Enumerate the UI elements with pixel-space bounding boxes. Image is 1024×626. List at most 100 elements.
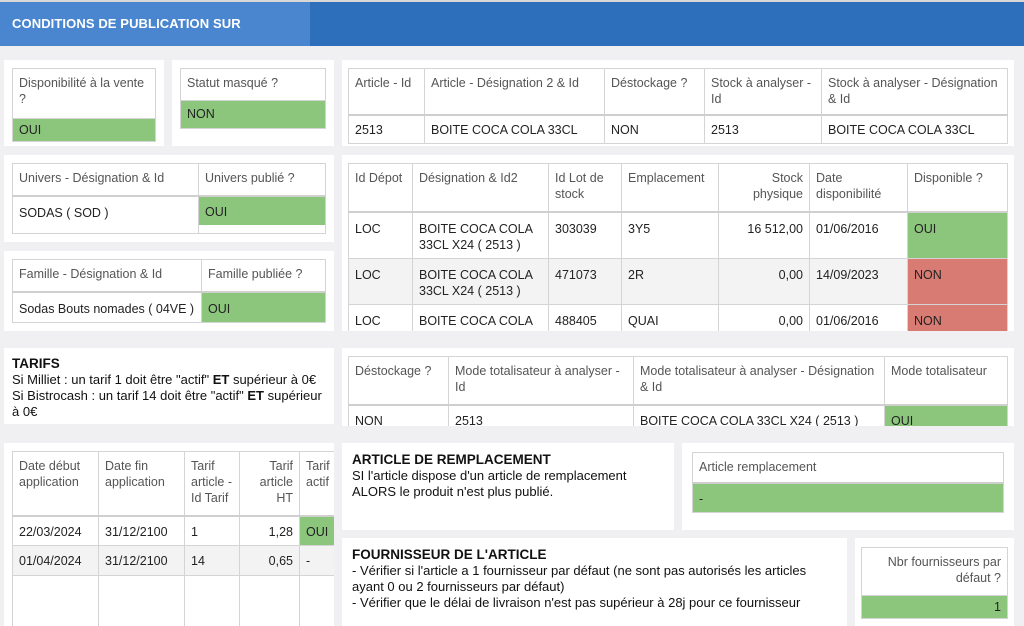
totalisateur-cell: BOITE COCA COLA 33CL X24 ( 2513 ) — [633, 404, 885, 426]
tarif-row-empty — [12, 575, 334, 626]
tarif-cell: 1,28 — [239, 515, 300, 546]
tarif-actif: OUI — [299, 515, 334, 546]
article-cell: BOITE COCA COLA 33CL — [424, 114, 605, 144]
tarif-col-header: Tarif article - Id Tarif — [184, 451, 240, 517]
depot-col-header: Id Dépot — [348, 163, 413, 213]
tarif-cell-empty — [12, 575, 99, 626]
tarifs-rule-milliet: Si Milliet : un tarif 1 doit être "actif… — [12, 372, 326, 388]
totalisateur-col-header: Déstockage ? — [348, 356, 449, 406]
tarifs-rule-text: supérieur à 0€ — [229, 372, 317, 387]
totalisateur-cell: NON — [348, 404, 449, 426]
remplacement-value: - — [692, 482, 1004, 513]
totalisateur-col-header: Mode totalisateur à analyser - Id — [448, 356, 634, 406]
tarifs-rule-bistrocash: Si Bistrocash : un tarif 14 doit être "a… — [12, 388, 326, 420]
tarif-cell-empty — [184, 575, 240, 626]
remplacement-table: Article remplacement - — [692, 452, 1004, 513]
tarif-col-header: Tarif article HT — [239, 451, 300, 517]
tarif-cell: 14 — [184, 545, 240, 576]
depot-cell: BOITE COCA COLA 33CL X24 ( 2513 ) — [412, 257, 549, 305]
dispo-header: Disponibilité à la vente ? — [12, 68, 156, 119]
depot-row: LOC BOITE COCA COLA 33CL X24 ( 2513 ) 47… — [348, 257, 1008, 305]
tarif-col-header: Tarif actif — [299, 451, 334, 517]
article-col-header: Article - Id — [348, 68, 425, 116]
depot-col-header: Disponible ? — [907, 163, 1008, 213]
article-table: Article - Id Article - Désignation 2 & I… — [348, 68, 1008, 144]
depot-cell: 01/06/2016 — [809, 303, 908, 331]
tarifs-rule-and: ET — [212, 372, 230, 387]
depot-table: Id Dépot Désignation & Id2 Id Lot de sto… — [348, 163, 1008, 331]
depot-cell: 471073 — [548, 257, 622, 305]
tarif-cell-empty — [239, 575, 300, 626]
tarif-cell: 31/12/2100 — [98, 545, 185, 576]
depot-cell: 16 512,00 — [718, 211, 810, 259]
depot-cell: 2R — [621, 257, 719, 305]
depot-card: Id Dépot Désignation & Id2 Id Lot de sto… — [342, 155, 1014, 331]
tarifs-title: TARIFS — [12, 356, 60, 371]
univers-publie: OUI — [198, 195, 326, 234]
fournisseur-title: FOURNISSEUR DE L'ARTICLE — [352, 547, 547, 562]
depot-cell: LOC — [348, 257, 413, 305]
univers-card: Univers - Désignation & Id Univers publi… — [4, 155, 334, 242]
depot-cell: 01/06/2016 — [809, 211, 908, 259]
univers-header-designation: Univers - Désignation & Id — [12, 163, 199, 197]
article-cell: 2513 — [348, 114, 425, 144]
tarifs-rule-text: Si Bistrocash : un tarif 14 doit être "a… — [12, 388, 248, 403]
tarif-cell-empty — [98, 575, 185, 626]
article-col-header: Article - Désignation 2 & Id — [424, 68, 605, 116]
statut-value: NON — [180, 100, 326, 129]
totalisateur-col-header: Mode totalisateur — [884, 356, 1008, 406]
article-cell: 2513 — [704, 114, 822, 144]
depot-col-header: Date disponibilité — [809, 163, 908, 213]
fournisseur-rule-delai: - Vérifier que le délai de livraison n'e… — [352, 595, 801, 610]
depot-cell: LOC — [348, 211, 413, 259]
depot-disponible: OUI — [907, 211, 1008, 259]
depot-cell: 488405 — [548, 303, 622, 331]
tarif-cell: 31/12/2100 — [98, 515, 185, 546]
depot-cell: 0,00 — [718, 303, 810, 331]
univers-designation: SODAS ( SOD ) — [12, 195, 199, 234]
fournisseur-rule-defaut: - Vérifier si l'article a 1 fournisseur … — [352, 563, 807, 594]
tarif-row: 01/04/2024 31/12/2100 14 0,65 - — [12, 545, 334, 576]
tarif-row: 22/03/2024 31/12/2100 1 1,28 OUI — [12, 515, 334, 546]
tarifs-rule-text: Si Milliet : un tarif 1 doit être "actif… — [12, 372, 213, 387]
famille-header-publie: Famille publiée ? — [201, 259, 326, 293]
totalisateur-cell: 2513 — [448, 404, 634, 426]
article-cell: BOITE COCA COLA 33CL — [821, 114, 1008, 144]
depot-cell: BOITE COCA COLA 33CL X24 ( 2513 ) — [412, 211, 549, 259]
totalisateur-card: Déstockage ? Mode totalisateur à analyse… — [342, 348, 1014, 426]
tarifs-card: TARIFS Si Milliet : un tarif 1 doit être… — [4, 348, 334, 424]
tarif-cell: 0,65 — [239, 545, 300, 576]
univers-table: Univers - Désignation & Id Univers publi… — [12, 163, 326, 234]
remplacement-text-si: SI l'article dispose d'un article de rem… — [352, 468, 627, 483]
tarif-col-header: Date fin application — [98, 451, 185, 517]
remplacement-value-card: Article remplacement - — [682, 443, 1014, 530]
depot-col-header: Id Lot de stock — [548, 163, 622, 213]
depot-cell: 14/09/2023 — [809, 257, 908, 305]
depot-col-header: Désignation & Id2 — [412, 163, 549, 213]
fournisseur-count-table: Nbr fournisseurs par défaut ? 1 — [861, 547, 1008, 619]
article-cell: NON — [604, 114, 705, 144]
depot-cell: QUAI — [621, 303, 719, 331]
tarif-cell-empty — [299, 575, 334, 626]
depot-cell: 0,00 — [718, 257, 810, 305]
famille-table: Famille - Désignation & Id Famille publi… — [12, 259, 326, 323]
tarif-col-header: Date début application — [12, 451, 99, 517]
totalisateur-table: Déstockage ? Mode totalisateur à analyse… — [348, 356, 1008, 426]
depot-disponible: NON — [907, 257, 1008, 305]
article-card: Article - Id Article - Désignation 2 & I… — [342, 60, 1014, 146]
statut-card: Statut masqué ? NON — [172, 60, 334, 146]
depot-row: LOC BOITE COCA COLA 488405 QUAI 0,00 01/… — [348, 303, 1008, 331]
article-col-header: Déstockage ? — [604, 68, 705, 116]
fournisseur-card: FOURNISSEUR DE L'ARTICLE - Vérifier si l… — [342, 538, 847, 626]
depot-cell: 303039 — [548, 211, 622, 259]
tarif-table-card: Date début application Date fin applicat… — [4, 443, 334, 626]
remplacement-header: Article remplacement — [692, 452, 1004, 484]
tarif-cell: 01/04/2024 — [12, 545, 99, 576]
dispo-value: OUI — [12, 118, 156, 142]
tarifs-rule-and: ET — [247, 388, 265, 403]
totalisateur-col-header: Mode totalisateur à analyser - Désignati… — [633, 356, 885, 406]
fournisseur-count-value: 1 — [861, 595, 1008, 619]
depot-row: LOC BOITE COCA COLA 33CL X24 ( 2513 ) 30… — [348, 211, 1008, 259]
depot-disponible: NON — [907, 303, 1008, 331]
article-col-header: Stock à analyser - Id — [704, 68, 822, 116]
